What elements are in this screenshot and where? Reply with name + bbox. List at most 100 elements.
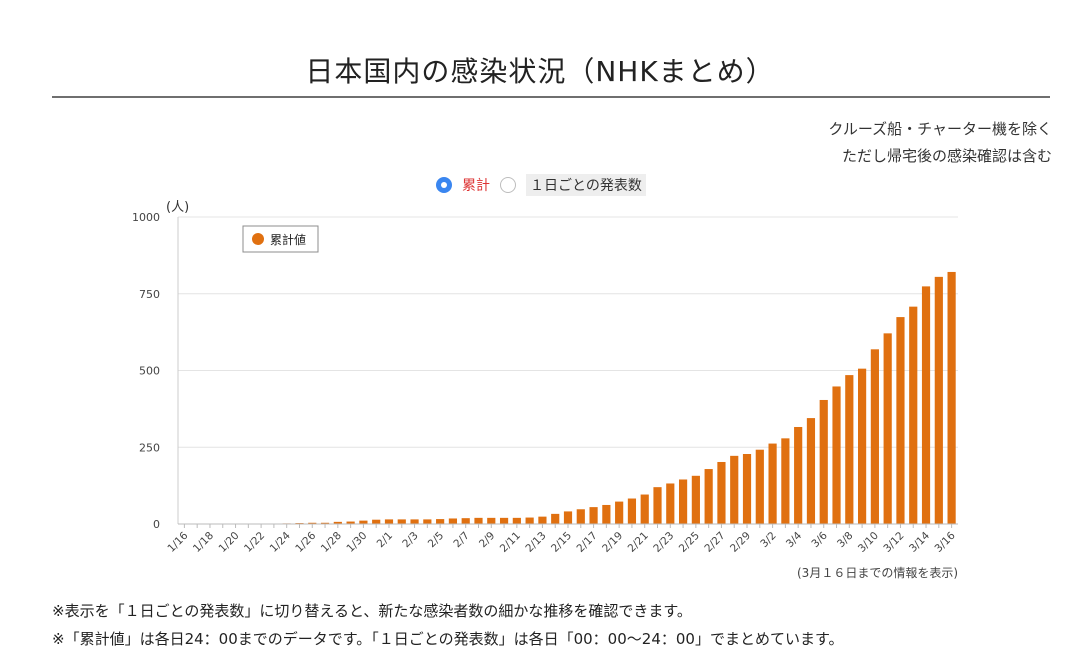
bar: [384, 519, 394, 524]
x-tick-label: 1/18: [191, 530, 216, 555]
toggle-label-cumulative[interactable]: 累計: [462, 178, 490, 194]
x-tick-label: 2/17: [575, 530, 600, 555]
y-tick-label: 250: [139, 441, 160, 454]
bar: [934, 276, 943, 524]
x-tick-label: 1/20: [216, 530, 241, 555]
toggle-label-daily[interactable]: １日ごとの発表数: [526, 174, 646, 196]
x-tick-label: 2/1: [375, 530, 395, 550]
bar: [448, 518, 458, 524]
x-tick-label: 1/28: [319, 530, 344, 555]
bar: [359, 520, 368, 524]
x-tick-label: 2/15: [549, 530, 574, 555]
x-tick-label: 1/24: [268, 529, 293, 554]
x-tick-label: 1/22: [242, 530, 267, 555]
view-toggle: 累計 １日ごとの発表数: [436, 174, 646, 196]
bar: [819, 399, 828, 524]
bar: [678, 479, 688, 524]
x-tick-label: 2/7: [451, 530, 471, 550]
bar: [858, 368, 867, 524]
x-tick-label: 3/14: [907, 529, 932, 554]
bar: [947, 271, 956, 524]
bar: [563, 511, 573, 524]
x-tick-label: 3/4: [784, 529, 805, 550]
bar: [717, 461, 726, 524]
x-tick-label: 3/16: [933, 529, 958, 554]
chart-bars: [180, 271, 956, 524]
x-tick-label: 2/5: [426, 530, 446, 550]
x-tick-label: 1/16: [165, 529, 190, 554]
bar: [730, 455, 739, 524]
x-tick-label: 2/9: [477, 530, 497, 550]
y-tick-label: 0: [153, 518, 160, 531]
x-tick-label: 2/11: [498, 530, 523, 555]
bar: [602, 504, 611, 524]
x-tick-label: 2/19: [600, 530, 625, 555]
bar: [921, 286, 931, 524]
bar: [832, 386, 841, 524]
bar: [589, 507, 598, 524]
bar: [896, 317, 905, 524]
x-tick-label: 2/3: [400, 530, 420, 550]
y-axis-unit-label: (人): [166, 200, 189, 215]
bar: [781, 438, 790, 524]
bar: [320, 522, 330, 524]
bar: [512, 517, 521, 524]
bar: [845, 375, 854, 524]
bar: [691, 475, 700, 524]
bar: [538, 516, 547, 524]
bar: [883, 333, 892, 524]
bar: [308, 522, 317, 524]
bar: [768, 443, 777, 524]
bar: [794, 426, 803, 524]
x-tick-label: 3/8: [835, 530, 855, 550]
bar: [806, 418, 816, 524]
bar: [487, 517, 496, 524]
bar: [615, 501, 624, 524]
bar: [499, 517, 509, 524]
bar: [372, 519, 381, 524]
radio-cumulative[interactable]: [436, 177, 452, 193]
x-tick-label: 2/21: [626, 530, 651, 555]
y-tick-label: 1000: [132, 211, 160, 224]
bar: [909, 306, 918, 524]
chart-gridlines: [178, 216, 958, 525]
footnote-toggle-hint: ※表示を「１日ごとの発表数」に切り替えると、新たな感染者数の細かな推移を確認でき…: [52, 602, 692, 620]
exclusion-note: クルーズ船・チャーター機を除く: [828, 120, 1052, 138]
bar: [410, 519, 419, 524]
y-tick-label: 750: [139, 288, 160, 301]
bar: [436, 519, 445, 524]
bar: [627, 498, 637, 524]
bar: [870, 349, 879, 524]
bar: [755, 449, 764, 524]
inclusion-note: ただし帰宅後の感染確認は含む: [841, 147, 1052, 165]
x-tick-label: 2/29: [728, 530, 753, 555]
bar: [525, 517, 534, 524]
title-divider: [52, 96, 1050, 98]
bar: [666, 483, 675, 524]
x-tick-label: 3/12: [881, 530, 906, 555]
y-tick-label: 500: [139, 365, 160, 378]
legend-marker-icon: [252, 233, 264, 245]
bar: [474, 517, 483, 524]
bar: [397, 519, 406, 524]
x-tick-label: 3/2: [758, 530, 778, 550]
x-axis: 1/16 1/18 1/20 1/22 1/24 1/26 1/28 1/30 2/1 2/3 2/…: [165, 523, 958, 555]
legend-label: 累計値: [270, 232, 306, 247]
y-axis: 0 250 500 750 1000: [132, 211, 179, 531]
bar: [333, 521, 342, 524]
x-tick-label: 2/13: [523, 530, 548, 555]
bar: [576, 509, 585, 524]
data-range-note: (3月１６日までの情報を表示): [797, 566, 958, 580]
x-tick-label: 3/10: [856, 530, 881, 555]
footnote-data-definition: ※「累計値」は各日24：00までのデータです。「１日ごとの発表数」は各日「00：…: [52, 630, 844, 648]
radio-daily[interactable]: [500, 177, 516, 193]
bar: [742, 454, 752, 524]
bar: [461, 518, 470, 524]
x-tick-label: 1/26: [293, 529, 318, 554]
x-tick-label: 2/23: [651, 530, 676, 555]
x-tick-label: 2/25: [677, 530, 702, 555]
x-tick-label: 3/6: [809, 529, 830, 550]
bar: [423, 519, 432, 524]
chart-legend: 累計値: [242, 225, 319, 253]
